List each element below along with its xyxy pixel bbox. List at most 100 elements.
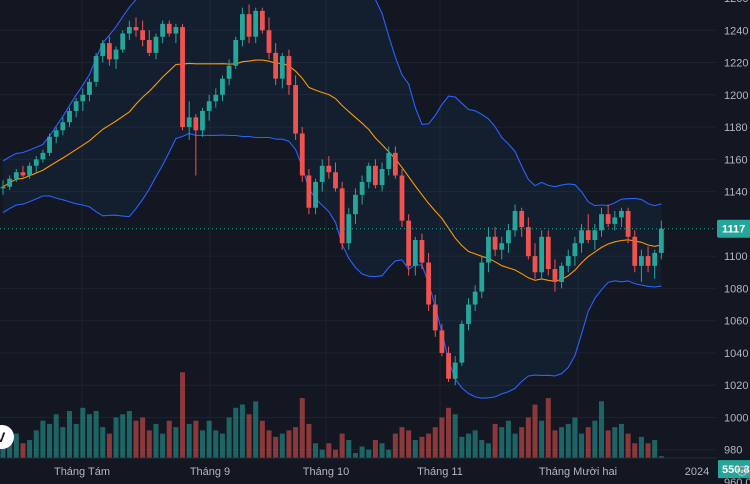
volume-bar-35	[233, 407, 239, 484]
candle-body-50	[333, 172, 338, 189]
candle-19	[126, 20, 132, 40]
volume-bar-74	[492, 423, 498, 484]
candle-89	[592, 223, 598, 250]
candle-2	[13, 169, 19, 182]
candle-body-8	[53, 130, 59, 137]
tradingview-logo[interactable]: V	[0, 425, 14, 449]
volume-bar-19	[126, 411, 132, 484]
candle-body-85	[565, 256, 571, 266]
volume-bar-92	[612, 427, 618, 484]
volume-bar-26	[173, 427, 179, 484]
candle-body-37	[246, 14, 252, 37]
candle-body-20	[133, 27, 139, 31]
candle-body-72	[479, 262, 485, 292]
candle-12	[80, 88, 86, 111]
candle-35	[233, 36, 239, 69]
candle-43	[286, 49, 292, 95]
candle-18	[120, 30, 126, 53]
candle-40	[266, 17, 272, 60]
candle-79	[525, 217, 531, 260]
price-candles	[0, 4, 664, 386]
candle-15	[100, 39, 106, 63]
time-axis[interactable]: Tháng Tám Tháng 9 Tháng 10 Tháng 11 Tháng Mư…	[0, 457, 718, 484]
price-tick-label: 1060	[724, 316, 748, 328]
bollinger-basis	[2, 59, 662, 282]
candle-body-91	[605, 214, 611, 224]
volume-bar-66	[439, 417, 445, 484]
volume-bar-36	[239, 404, 245, 484]
candle-72	[479, 256, 485, 299]
candle-39	[259, 7, 265, 34]
candle-body-14	[93, 56, 99, 82]
time-tick-label: Tháng 11	[417, 466, 463, 478]
candle-16	[107, 36, 112, 66]
candle-60	[399, 169, 405, 228]
price-tick-label: 1200	[724, 90, 748, 102]
candle-34	[226, 59, 232, 86]
volume-bar-18	[120, 414, 126, 484]
volume-bar-13	[86, 414, 92, 484]
price-tick-label: 1100	[724, 251, 748, 263]
candle-body-48	[319, 165, 325, 182]
candle-body-5	[33, 159, 39, 166]
candle-57	[379, 162, 385, 192]
candle-body-35	[233, 39, 239, 66]
candle-body-69	[459, 323, 465, 363]
candle-64	[426, 252, 431, 311]
candle-4	[27, 162, 32, 179]
candle-98	[652, 249, 658, 279]
volume-bar-90	[599, 401, 604, 484]
candle-58	[386, 146, 392, 176]
last-price-value: 1117	[722, 224, 745, 236]
candle-26	[173, 23, 179, 44]
candle-body-26	[173, 27, 179, 34]
candle-62	[412, 236, 418, 276]
candle-6	[40, 149, 46, 163]
candle-51	[339, 181, 345, 250]
volume-bar-46	[306, 423, 312, 484]
candle-body-54	[359, 181, 365, 195]
time-tick-label: Tháng Mười hai	[539, 466, 617, 478]
candle-body-4	[27, 165, 32, 176]
price-tick-label: 1180	[724, 122, 748, 134]
candle-75	[499, 236, 505, 260]
price-axis[interactable]: 1260 1240 1220 1200 1180 1160 1140 1100 1080 1060…	[717, 0, 750, 484]
candle-36	[240, 7, 245, 47]
candle-body-41	[273, 52, 279, 79]
candle-body-2	[13, 172, 19, 179]
volume-bar-25	[166, 420, 172, 484]
price-tick-label: 1000	[724, 412, 748, 424]
candle-25	[166, 20, 172, 37]
candle-body-59	[392, 152, 398, 176]
volume-bar-60	[399, 427, 405, 484]
candle-body-65	[432, 304, 438, 331]
candle-body-39	[259, 10, 265, 31]
volume-bar-45	[299, 398, 305, 484]
time-tick-label: 2024	[685, 466, 709, 478]
price-tick-label: 960.0	[724, 477, 750, 484]
volume-bar-15	[100, 427, 106, 484]
candle-body-34	[226, 65, 232, 79]
volume-bar-17	[113, 417, 119, 484]
candle-body-68	[452, 362, 458, 379]
last-volume-badge-bg	[717, 460, 750, 479]
volume-bar-21	[140, 417, 146, 484]
candle-body-13	[87, 81, 92, 95]
candle-body-43	[286, 56, 292, 86]
candle-77	[512, 204, 518, 237]
candle-67	[446, 346, 451, 382]
candle-body-16	[107, 43, 112, 60]
candle-53	[353, 188, 358, 224]
candle-17	[113, 46, 119, 69]
candle-65	[432, 294, 438, 337]
settings-icon[interactable]	[736, 465, 748, 477]
candle-body-0	[0, 186, 6, 189]
candle-49	[326, 156, 332, 179]
candle-body-77	[512, 210, 518, 231]
candle-body-96	[639, 256, 644, 266]
candle-body-55	[366, 165, 372, 182]
candle-0	[0, 180, 6, 195]
price-tick-label: 980	[724, 445, 742, 457]
